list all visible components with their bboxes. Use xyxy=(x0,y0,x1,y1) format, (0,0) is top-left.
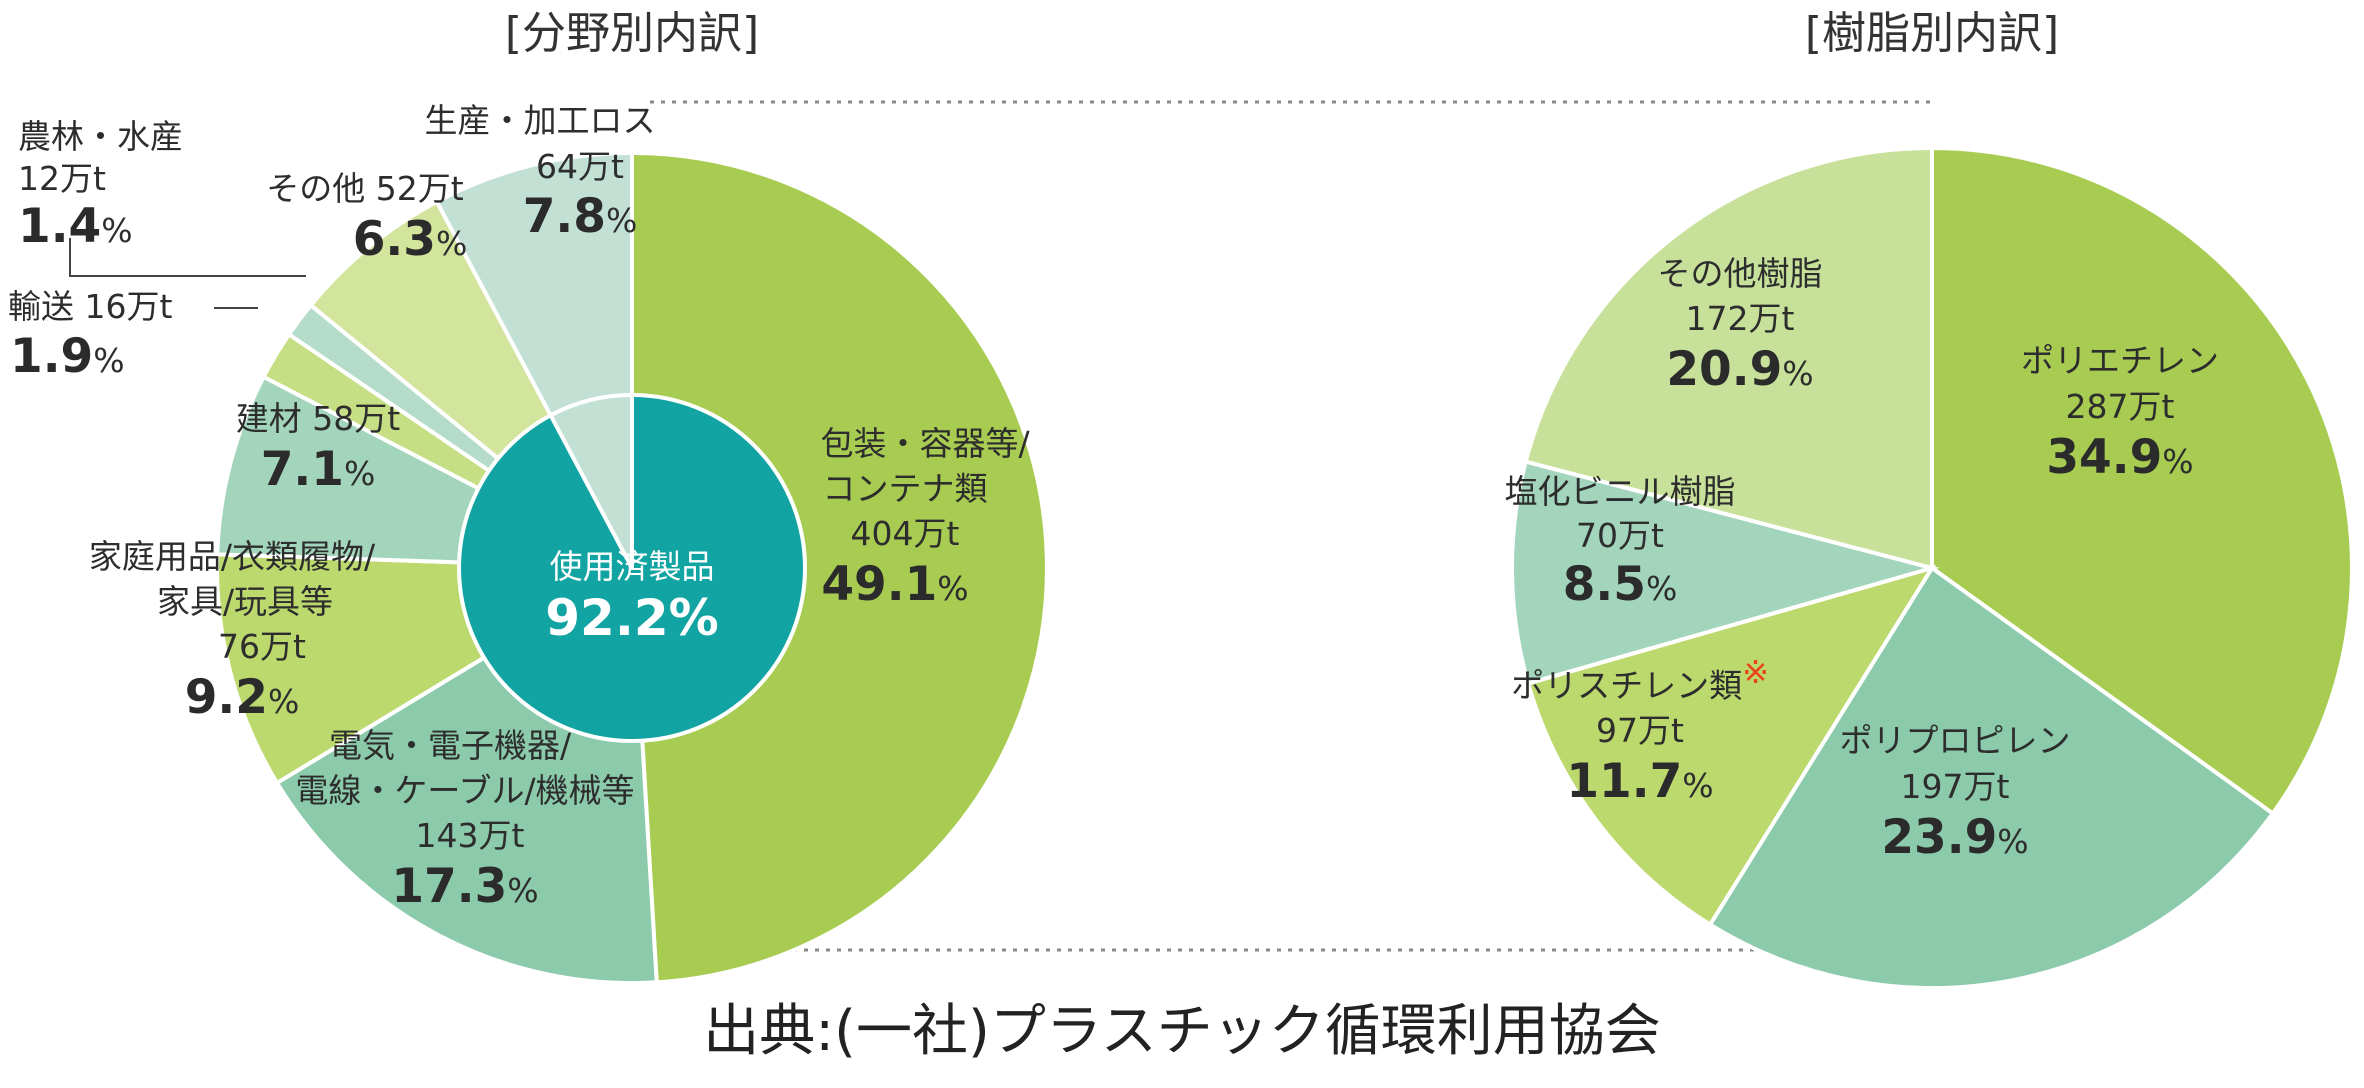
label-ps-amount: 97万t xyxy=(1596,711,1684,750)
label-pe-amount: 287万t xyxy=(2066,387,2175,426)
label-loss-percent: 7.8% xyxy=(523,189,638,244)
label-agri-amount: 12万t xyxy=(18,159,106,198)
label-agri-percent: 1.4% xyxy=(18,199,133,254)
label-electric: 電気・電子機器/ 電線・ケーブル/機械等 143万t 17.3% xyxy=(295,726,634,914)
label-agri-line: 農林・水産 xyxy=(18,117,183,156)
label-packaging-line1: 包装・容器等/ xyxy=(820,424,1030,463)
label-ps-percent: 11.7% xyxy=(1566,754,1713,809)
label-other-sector-percent: 6.3% xyxy=(353,212,468,267)
label-electric-percent: 17.3% xyxy=(391,859,538,914)
label-pp-amount: 197万t xyxy=(1901,767,2010,806)
label-pvc-line: 塩化ビニル樹脂 xyxy=(1505,472,1736,511)
label-pe: ポリエチレン 287万t 34.9% xyxy=(2021,341,2219,485)
label-other-sector: その他 52万t 6.3% xyxy=(266,169,467,267)
leader-line-agri xyxy=(69,238,306,277)
chart-title-resin: [樹脂別内訳] xyxy=(1805,8,2059,59)
label-household-line1: 家庭用品/衣類履物/ xyxy=(89,537,376,576)
label-household-amount: 76万t xyxy=(218,627,306,666)
resin-slice-1 xyxy=(1707,565,2276,990)
label-household-line2: 家具/玩具等 xyxy=(157,582,333,621)
label-electric-line2: 電線・ケーブル/機械等 xyxy=(295,771,634,810)
label-household: 家庭用品/衣類履物/ 家具/玩具等 76万t 9.2% xyxy=(89,537,376,725)
label-other-resin: その他樹脂 172万t 20.9% xyxy=(1658,254,1823,397)
resin-slice-4 xyxy=(1523,145,1934,571)
center-label: 使用済製品 xyxy=(550,547,715,586)
label-other-resin-line: その他樹脂 xyxy=(1658,254,1823,293)
label-ps: ポリスチレン類※ 97万t 11.7% xyxy=(1511,653,1769,809)
source-note: 出典:(一社)プラスチック循環利用協会 xyxy=(703,999,1660,1064)
label-ps-line: ポリスチレン類※ xyxy=(1511,653,1769,705)
resin-slice-0 xyxy=(1930,145,2354,817)
label-packaging-amount: 404万t xyxy=(851,514,960,553)
slice-loss-overlay xyxy=(547,392,634,569)
sector-slice-0 xyxy=(630,150,1049,985)
label-packaging: 包装・容器等/ コンテナ類 404万t 49.1% xyxy=(820,424,1030,612)
label-electric-line1: 電気・電子機器/ xyxy=(329,726,572,765)
label-transport-line: 輸送 16万t xyxy=(8,287,172,326)
label-other-resin-amount: 172万t xyxy=(1686,299,1795,338)
label-loss-amount: 64万t xyxy=(536,147,624,186)
label-building: 建材 58万t 7.1% xyxy=(236,399,400,497)
label-pvc: 塩化ビニル樹脂 70万t 8.5% xyxy=(1505,472,1736,612)
label-pp-line: ポリプロピレン xyxy=(1840,721,2071,760)
label-pvc-percent: 8.5% xyxy=(1563,557,1678,612)
label-electric-amount: 143万t xyxy=(416,816,525,855)
label-loss: 生産・加工ロス 64万t 7.8% xyxy=(425,101,656,244)
label-packaging-line2: コンテナ類 xyxy=(823,469,988,508)
chart-title-sector: [分野別内訳] xyxy=(505,8,759,59)
label-transport: 輸送 16万t 1.9% xyxy=(8,287,172,384)
label-loss-line: 生産・加工ロス xyxy=(425,101,656,140)
center-value: 92.2% xyxy=(545,589,718,647)
label-pe-percent: 34.9% xyxy=(2046,430,2193,485)
resin-slice-2 xyxy=(1525,564,1937,928)
label-agri: 農林・水産 12万t 1.4% xyxy=(18,117,183,254)
label-other-sector-line: その他 52万t xyxy=(266,169,463,208)
label-household-percent: 9.2% xyxy=(185,670,300,725)
label-transport-percent: 1.9% xyxy=(10,329,125,384)
label-building-percent: 7.1% xyxy=(261,442,376,497)
label-pp-percent: 23.9% xyxy=(1881,810,2028,865)
label-pp: ポリプロピレン 197万t 23.9% xyxy=(1840,721,2071,865)
label-packaging-percent: 49.1% xyxy=(821,557,968,612)
label-pvc-amount: 70万t xyxy=(1576,516,1664,555)
pie-resin-slices xyxy=(1510,145,2354,990)
label-other-resin-percent: 20.9% xyxy=(1666,342,1813,397)
label-pe-line: ポリエチレン xyxy=(2021,341,2219,380)
label-building-line: 建材 58万t xyxy=(236,399,400,438)
resin-slice-3 xyxy=(1510,459,1940,686)
